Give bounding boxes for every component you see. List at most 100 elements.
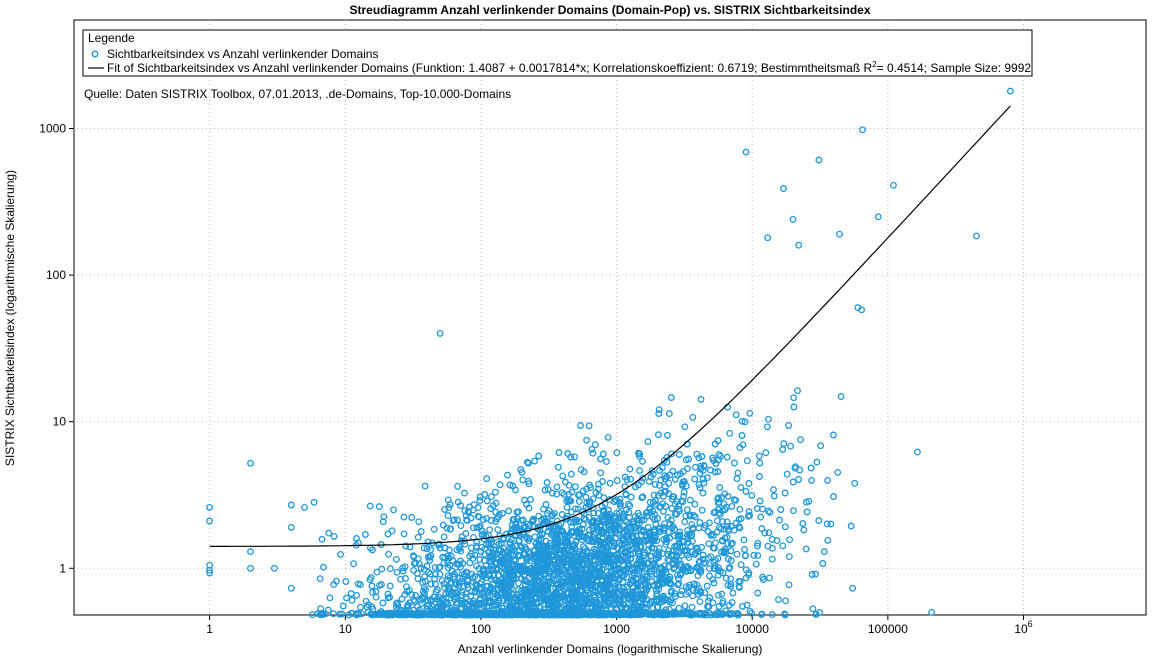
- scatter-point: [571, 483, 579, 491]
- scatter-point: [725, 601, 733, 609]
- scatter-point: [678, 587, 686, 595]
- scatter-point: [748, 491, 756, 499]
- scatter-point: [615, 518, 623, 526]
- scatter-point: [660, 457, 668, 465]
- scatter-point: [495, 511, 503, 518]
- scatter-point: [549, 511, 557, 519]
- scatter-point: [616, 502, 624, 510]
- scatter-point: [578, 603, 586, 611]
- scatter-point: [310, 498, 318, 506]
- scatter-point: [738, 602, 746, 610]
- scatter-point: [675, 451, 683, 458]
- scatter-point: [510, 567, 518, 575]
- scatter-point: [434, 610, 441, 618]
- scatter-point: [418, 610, 426, 618]
- scatter-point: [410, 553, 418, 561]
- scatter-point: [627, 493, 635, 501]
- scatter-point: [559, 527, 567, 535]
- scatter-point-outlier: [849, 584, 857, 592]
- scatter-point: [605, 534, 613, 541]
- scatter-point: [483, 514, 491, 522]
- scatter-point: [368, 546, 376, 554]
- scatter-point: [706, 572, 713, 580]
- scatter-point: [517, 610, 524, 618]
- scatter-point: [647, 473, 655, 481]
- scatter-point: [697, 609, 705, 617]
- scatter-point: [660, 507, 667, 515]
- scatter-point: [429, 603, 436, 611]
- scatter-point: [567, 582, 575, 590]
- scatter-point: [339, 602, 347, 610]
- scatter-point: [525, 459, 532, 467]
- scatter-point: [591, 441, 599, 449]
- scatter-point: [733, 550, 741, 558]
- scatter-point: [366, 576, 374, 584]
- scatter-point: [676, 528, 684, 536]
- scatter-point: [663, 536, 671, 544]
- scatter-point: [710, 565, 718, 572]
- scatter-point: [611, 609, 619, 617]
- scatter-point: [483, 497, 491, 505]
- scatter-point: [762, 449, 770, 457]
- scatter-point: [782, 597, 790, 605]
- scatter-point: [728, 502, 736, 510]
- scatter-point: [623, 476, 631, 484]
- scatter-point-outlier: [809, 605, 817, 613]
- scatter-point: [589, 576, 597, 584]
- scatter-point: [506, 481, 514, 489]
- scatter-point: [643, 512, 651, 520]
- x-tick-label-base: 10: [339, 622, 353, 636]
- scatter-point: [789, 478, 797, 486]
- legend-entry-points: Sichtbarkeitsindex vs Anzahl verlinkende…: [107, 47, 378, 61]
- scatter-point: [636, 450, 644, 458]
- legend-fit-text: Fit of Sichtbarkeitsindex vs Anzahl verl…: [107, 61, 873, 75]
- scatter-point: [648, 611, 656, 619]
- scatter-point: [583, 436, 591, 444]
- scatter-point: [633, 579, 641, 587]
- y-axis-label: SISTRIX Sichtbarkeitsindex (logarithmisc…: [3, 170, 17, 466]
- scatter-point: [452, 581, 460, 588]
- scatter-point: [716, 484, 724, 491]
- x-tick-label-base: 10000: [736, 622, 770, 636]
- scatter-point: [586, 569, 594, 577]
- scatter-point: [506, 602, 513, 610]
- scatter-point: [487, 505, 495, 513]
- scatter-point-outlier: [795, 241, 803, 249]
- scatter-point: [785, 422, 793, 429]
- scatter-point: [654, 582, 661, 590]
- scatter-point: [634, 564, 642, 572]
- scatter-point: [505, 610, 513, 618]
- scatter-point: [674, 581, 682, 589]
- scatter-point: [776, 516, 783, 524]
- scatter-point: [568, 488, 576, 496]
- scatter-point: [655, 406, 663, 414]
- scatter-point: [353, 611, 360, 619]
- scatter-point: [580, 609, 588, 617]
- scatter-point-outlier: [836, 230, 843, 238]
- scatter-point: [320, 563, 327, 571]
- scatter-point: [444, 572, 452, 580]
- scatter-point: [746, 409, 754, 417]
- scatter-point: [421, 573, 428, 581]
- scatter-point: [682, 456, 690, 464]
- scatter-point: [636, 467, 644, 475]
- scatter-point: [674, 571, 681, 579]
- scatter-point: [548, 551, 556, 558]
- scatter-point: [385, 550, 392, 558]
- scatter-point-outlier: [858, 306, 866, 314]
- scatter-point: [672, 609, 679, 617]
- chart-title: Streudiagramm Anzahl verlinkender Domain…: [349, 3, 870, 17]
- scatter-point: [659, 597, 667, 605]
- scatter-point: [540, 515, 548, 523]
- scatter-point: [421, 610, 429, 618]
- scatter-point: [661, 488, 669, 496]
- scatter-point: [432, 570, 439, 578]
- scatter-point: [690, 512, 698, 519]
- scatter-point: [350, 560, 358, 568]
- scatter-point: [466, 503, 474, 511]
- scatter-point: [649, 604, 657, 612]
- scatter-point: [615, 576, 623, 584]
- scatter-point: [634, 549, 642, 557]
- scatter-point: [564, 450, 572, 458]
- scatter-point: [803, 508, 811, 516]
